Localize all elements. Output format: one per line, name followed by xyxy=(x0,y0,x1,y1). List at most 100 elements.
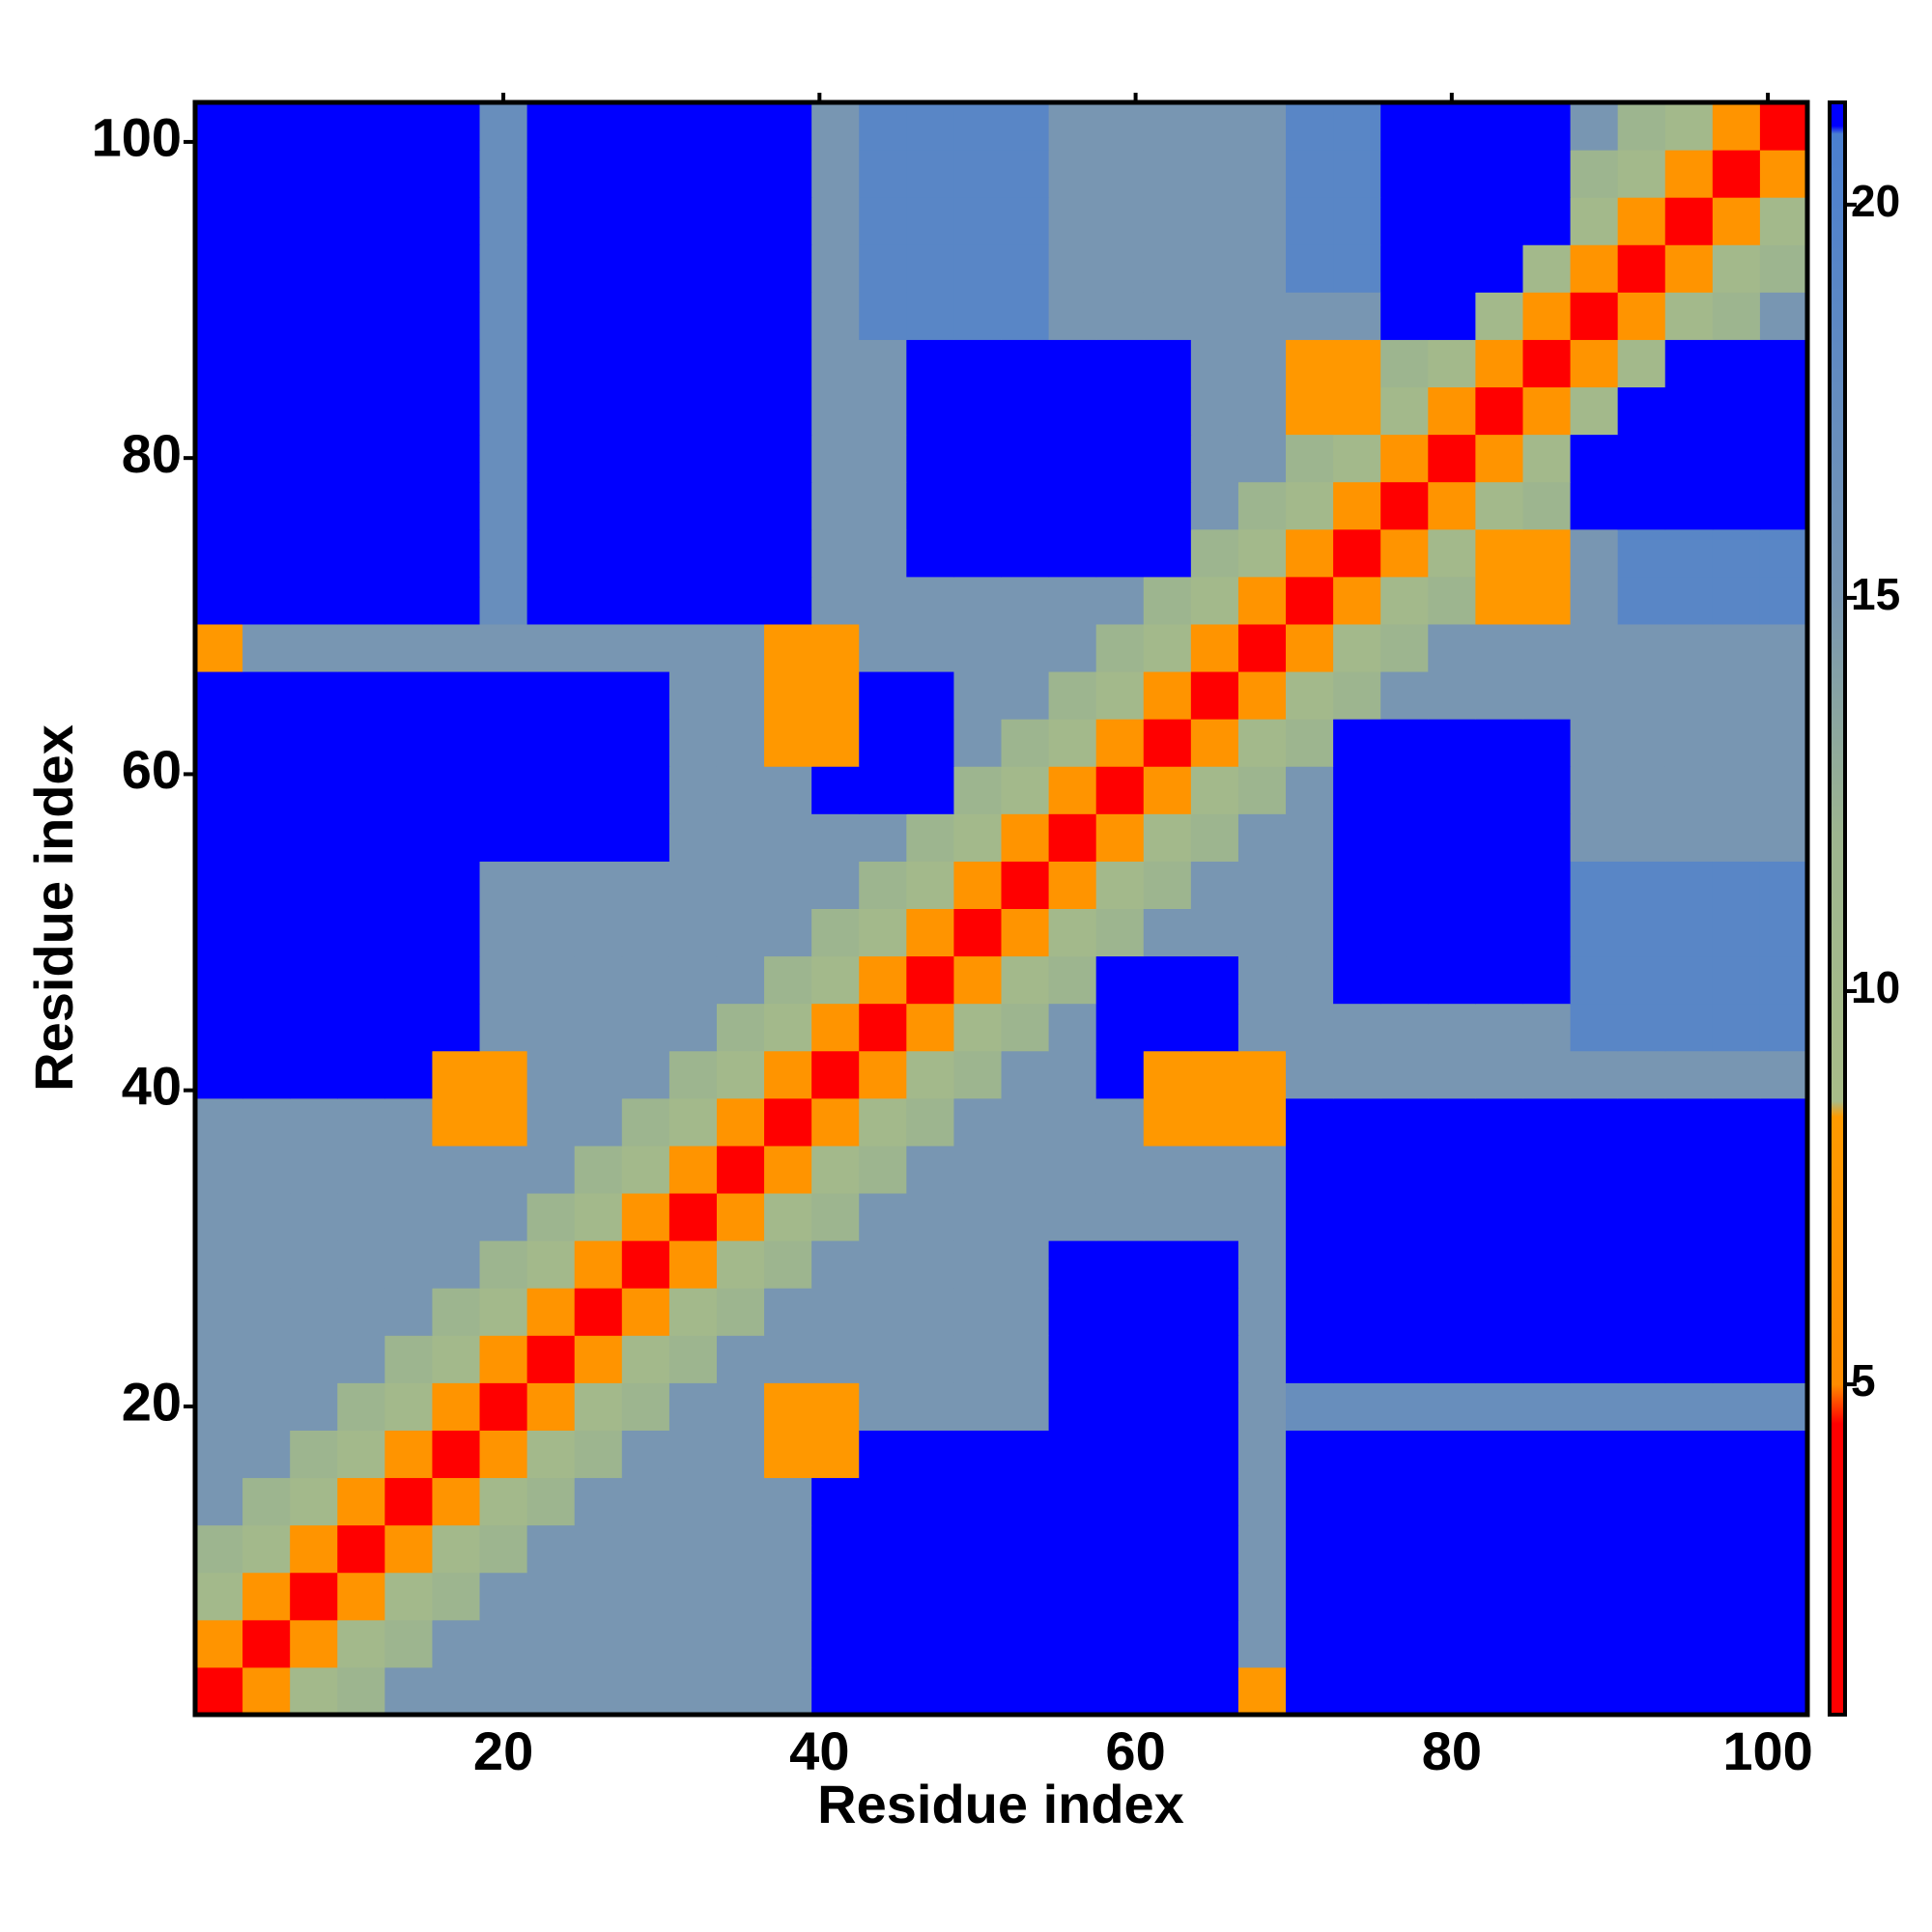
heatmap-cell xyxy=(1712,1477,1761,1526)
heatmap-cell xyxy=(1190,1572,1239,1621)
heatmap-cell xyxy=(1048,1430,1097,1479)
heatmap-cell xyxy=(1759,1382,1808,1431)
x-tick-label: 60 xyxy=(1105,1720,1165,1781)
heatmap-cell xyxy=(384,1524,433,1574)
heatmap-cell xyxy=(621,623,670,672)
heatmap-cell xyxy=(953,386,1002,436)
heatmap-cell xyxy=(906,1097,954,1147)
heatmap-cell xyxy=(1048,576,1097,625)
heatmap-cell xyxy=(1570,528,1619,578)
heatmap-cell xyxy=(1380,1477,1429,1526)
heatmap-cell xyxy=(716,1288,765,1336)
heatmap-cell xyxy=(811,1666,860,1716)
heatmap-cell xyxy=(1428,1524,1476,1574)
heatmap-cell xyxy=(811,1382,860,1431)
heatmap-cell xyxy=(1380,861,1429,909)
heatmap-cell xyxy=(195,386,243,436)
heatmap-cell xyxy=(1001,434,1050,483)
heatmap-cell xyxy=(1428,719,1476,767)
heatmap-cell xyxy=(195,623,243,672)
heatmap-cell xyxy=(432,1619,481,1668)
heatmap-cell xyxy=(1237,671,1287,720)
heatmap-cell xyxy=(290,1619,338,1668)
heatmap-cell xyxy=(716,1666,765,1716)
heatmap-cell xyxy=(337,386,385,436)
heatmap-cell xyxy=(1001,1288,1050,1336)
heatmap-cell xyxy=(811,719,860,767)
heatmap-cell xyxy=(1380,813,1429,862)
heatmap-cell xyxy=(1428,481,1476,530)
heatmap-cell xyxy=(1428,1335,1476,1383)
heatmap-cell xyxy=(337,1240,385,1289)
heatmap-cell xyxy=(1522,1288,1572,1336)
heatmap-cell xyxy=(432,908,481,957)
heatmap-cell xyxy=(1380,1240,1429,1289)
heatmap-cell xyxy=(764,434,812,483)
heatmap-cell xyxy=(906,1240,954,1289)
heatmap-cell xyxy=(1333,719,1381,767)
heatmap-cell xyxy=(337,908,385,957)
heatmap-cell xyxy=(1001,1335,1050,1383)
heatmap-cell xyxy=(1237,576,1287,625)
heatmap-cell xyxy=(337,1524,385,1574)
heatmap-cell xyxy=(1380,1145,1429,1194)
heatmap-cell xyxy=(290,1524,338,1574)
heatmap-cell xyxy=(1143,623,1192,672)
heatmap-cell xyxy=(1190,434,1239,483)
heatmap-cell xyxy=(1237,386,1287,436)
heatmap-cell xyxy=(1286,292,1334,340)
heatmap-cell xyxy=(526,339,576,388)
heatmap-cell xyxy=(1190,719,1239,767)
heatmap-cell xyxy=(1095,1430,1145,1479)
heatmap-cell xyxy=(811,1145,860,1194)
heatmap-cell xyxy=(1617,1335,1666,1383)
heatmap-cell xyxy=(1522,1382,1572,1431)
x-tick-label: 20 xyxy=(473,1720,533,1781)
heatmap-cell xyxy=(526,1666,576,1716)
heatmap-cell xyxy=(859,339,907,388)
heatmap-cell xyxy=(1333,481,1381,530)
heatmap-cell xyxy=(1522,386,1572,436)
heatmap-cell xyxy=(1475,861,1523,909)
heatmap-cell xyxy=(290,1572,338,1621)
heatmap-cell xyxy=(290,1003,338,1052)
heatmap-cell xyxy=(1712,434,1761,483)
heatmap-cell xyxy=(1475,528,1523,578)
heatmap-cell xyxy=(479,955,528,1005)
heatmap-cell xyxy=(1143,386,1192,436)
heatmap-cell xyxy=(906,671,954,720)
heatmap-cell xyxy=(1712,1335,1761,1383)
heatmap-cell xyxy=(384,1050,433,1099)
heatmap-cell xyxy=(526,576,576,625)
heatmap-cell xyxy=(526,1240,576,1289)
heatmap-cell xyxy=(859,766,907,814)
heatmap-cell xyxy=(906,576,954,625)
heatmap-cell xyxy=(716,955,765,1005)
heatmap-cell xyxy=(1380,1193,1429,1241)
heatmap-cell xyxy=(1286,1477,1334,1526)
heatmap-cell xyxy=(526,719,576,767)
heatmap-cell xyxy=(1095,1477,1145,1526)
heatmap-cell xyxy=(526,1335,576,1383)
heatmap-cell xyxy=(811,386,860,436)
heatmap-cell xyxy=(290,292,338,340)
heatmap-cell xyxy=(574,102,623,151)
heatmap-cell xyxy=(432,1050,481,1099)
heatmap-cell xyxy=(716,1335,765,1383)
heatmap-cell xyxy=(1190,1666,1239,1716)
heatmap-cell xyxy=(1048,1335,1097,1383)
heatmap-cell xyxy=(290,1240,338,1289)
heatmap-cell xyxy=(1143,1193,1192,1241)
heatmap-cell xyxy=(1190,1050,1239,1099)
heatmap-cell xyxy=(1048,1288,1097,1336)
heatmap-cell xyxy=(621,434,670,483)
heatmap-cell xyxy=(1475,1477,1523,1526)
heatmap-cell xyxy=(1048,861,1097,909)
heatmap-cell xyxy=(906,861,954,909)
heatmap-cell xyxy=(1759,1619,1808,1668)
heatmap-cell xyxy=(859,1619,907,1668)
heatmap-cell xyxy=(716,1193,765,1241)
heatmap-cell xyxy=(290,150,338,198)
heatmap-cell xyxy=(1428,1288,1476,1336)
heatmap-cell xyxy=(1759,1477,1808,1526)
